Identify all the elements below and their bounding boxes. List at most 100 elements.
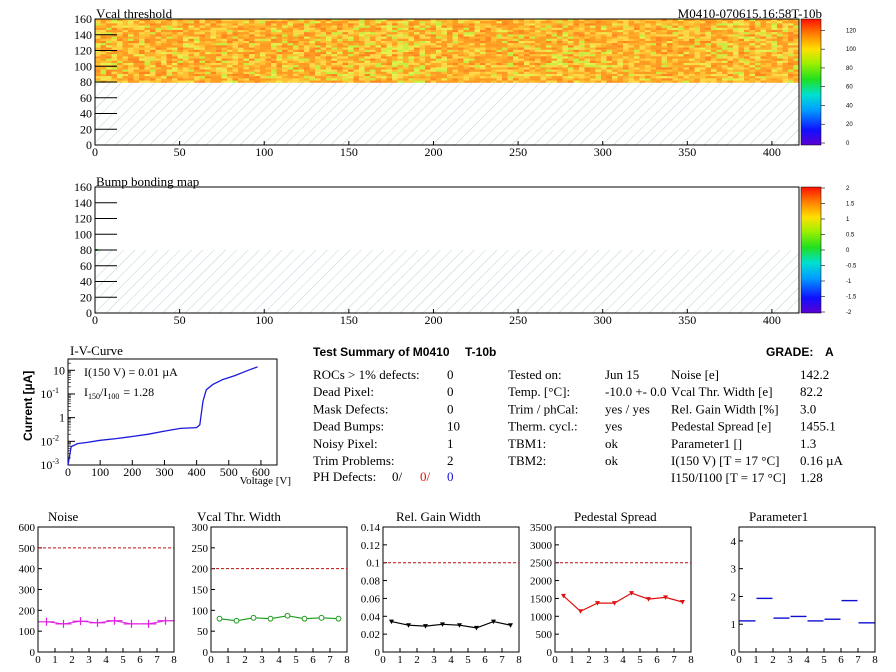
- map1-cell: [221, 34, 227, 37]
- map1-cell: [430, 36, 436, 39]
- map1-cell: [293, 71, 299, 74]
- map1-cell: [139, 19, 145, 22]
- map1-cell: [326, 56, 332, 59]
- map1-cell: [348, 67, 354, 70]
- map1-cell: [117, 67, 123, 70]
- map1-cell: [579, 65, 585, 68]
- map1-cell: [540, 80, 546, 83]
- map1-cell: [617, 34, 623, 37]
- map1-cell: [551, 63, 557, 66]
- map1-cell: [326, 80, 332, 83]
- map1-cell: [716, 60, 722, 63]
- map1-cell: [645, 41, 651, 44]
- map1-cell: [238, 32, 244, 35]
- map1-cell: [766, 38, 772, 41]
- map1-cell: [727, 74, 733, 77]
- map1-cell: [238, 19, 244, 22]
- map1-cell: [678, 52, 684, 55]
- map1-cell: [623, 34, 629, 37]
- map1-cell: [381, 80, 387, 83]
- map1-cell: [656, 80, 662, 83]
- map1-cell: [683, 76, 689, 79]
- map1-cell: [595, 41, 601, 44]
- map1-cell: [777, 67, 783, 70]
- map1-cell: [337, 36, 343, 39]
- map1-cell: [243, 47, 249, 50]
- map1-cell: [568, 23, 574, 26]
- map1-cell: [403, 54, 409, 57]
- map1-cell: [639, 63, 645, 66]
- map1-cell: [496, 69, 502, 72]
- map1-cell: [793, 63, 799, 66]
- palette-tick-label: 0: [846, 141, 850, 147]
- map1-cell: [579, 23, 585, 26]
- map1-cell: [205, 25, 211, 28]
- summary-left-key: Noisy Pixel:: [313, 436, 378, 451]
- map1-cell: [793, 65, 799, 68]
- map1-cell: [183, 67, 189, 70]
- map1-cell: [408, 56, 414, 59]
- map1-cell: [480, 67, 486, 70]
- map-ytick-label: 100: [74, 227, 92, 241]
- map1-cell: [667, 43, 673, 46]
- map1-cell: [579, 25, 585, 28]
- map1-cell: [353, 74, 359, 77]
- map1-cell: [584, 60, 590, 63]
- map1-cell: [122, 38, 128, 41]
- map1-cell: [348, 30, 354, 33]
- map-xtick-label: 250: [509, 145, 527, 159]
- map1-cell: [700, 19, 706, 22]
- map1-cell: [562, 36, 568, 39]
- map1-cell: [122, 27, 128, 30]
- map1-cell: [496, 78, 502, 81]
- map1-cell: [507, 47, 513, 50]
- map1-cell: [645, 43, 651, 46]
- map1-cell: [353, 58, 359, 61]
- map1-cell: [166, 74, 172, 77]
- map1-cell: [518, 69, 524, 72]
- map1-cell: [326, 21, 332, 24]
- map1-cell: [711, 78, 717, 81]
- map1-cell: [166, 30, 172, 33]
- map1-cell: [716, 38, 722, 41]
- map1-cell: [782, 19, 788, 22]
- map1-cell: [232, 54, 238, 57]
- map1-cell: [722, 25, 728, 28]
- map1-cell: [364, 47, 370, 50]
- map1-cell: [216, 60, 222, 63]
- map1-cell: [518, 45, 524, 48]
- map1-cell: [260, 36, 266, 39]
- map1-cell: [359, 43, 365, 46]
- map1-cell: [408, 27, 414, 30]
- map1-cell: [210, 67, 216, 70]
- map1-cell: [705, 69, 711, 72]
- map1-cell: [491, 60, 497, 63]
- mini-ytick-label: 0.02: [361, 629, 380, 641]
- map1-cell: [243, 60, 249, 63]
- map1-cell: [254, 38, 260, 41]
- map1-cell: [595, 32, 601, 35]
- map1-cell: [689, 67, 695, 70]
- map1-cell: [683, 21, 689, 24]
- map1-cell: [447, 74, 453, 77]
- map1-cell: [315, 49, 321, 52]
- map1-cell: [139, 41, 145, 44]
- map1-cell: [216, 67, 222, 70]
- map1-cell: [760, 67, 766, 70]
- mini-ytick-label: 300: [192, 522, 209, 534]
- map1-cell: [199, 74, 205, 77]
- map1-cell: [161, 67, 167, 70]
- map1-cell: [463, 63, 469, 66]
- map1-cell: [238, 36, 244, 39]
- map1-cell: [683, 25, 689, 28]
- map1-cell: [205, 80, 211, 83]
- map1-cell: [287, 45, 293, 48]
- map1-cell: [452, 78, 458, 81]
- map1-cell: [513, 65, 519, 68]
- map1-cell: [458, 65, 464, 68]
- map1-cell: [546, 74, 552, 77]
- map1-cell: [788, 25, 794, 28]
- map1-cell: [535, 36, 541, 39]
- map1-cell: [243, 45, 249, 48]
- map1-cell: [584, 58, 590, 61]
